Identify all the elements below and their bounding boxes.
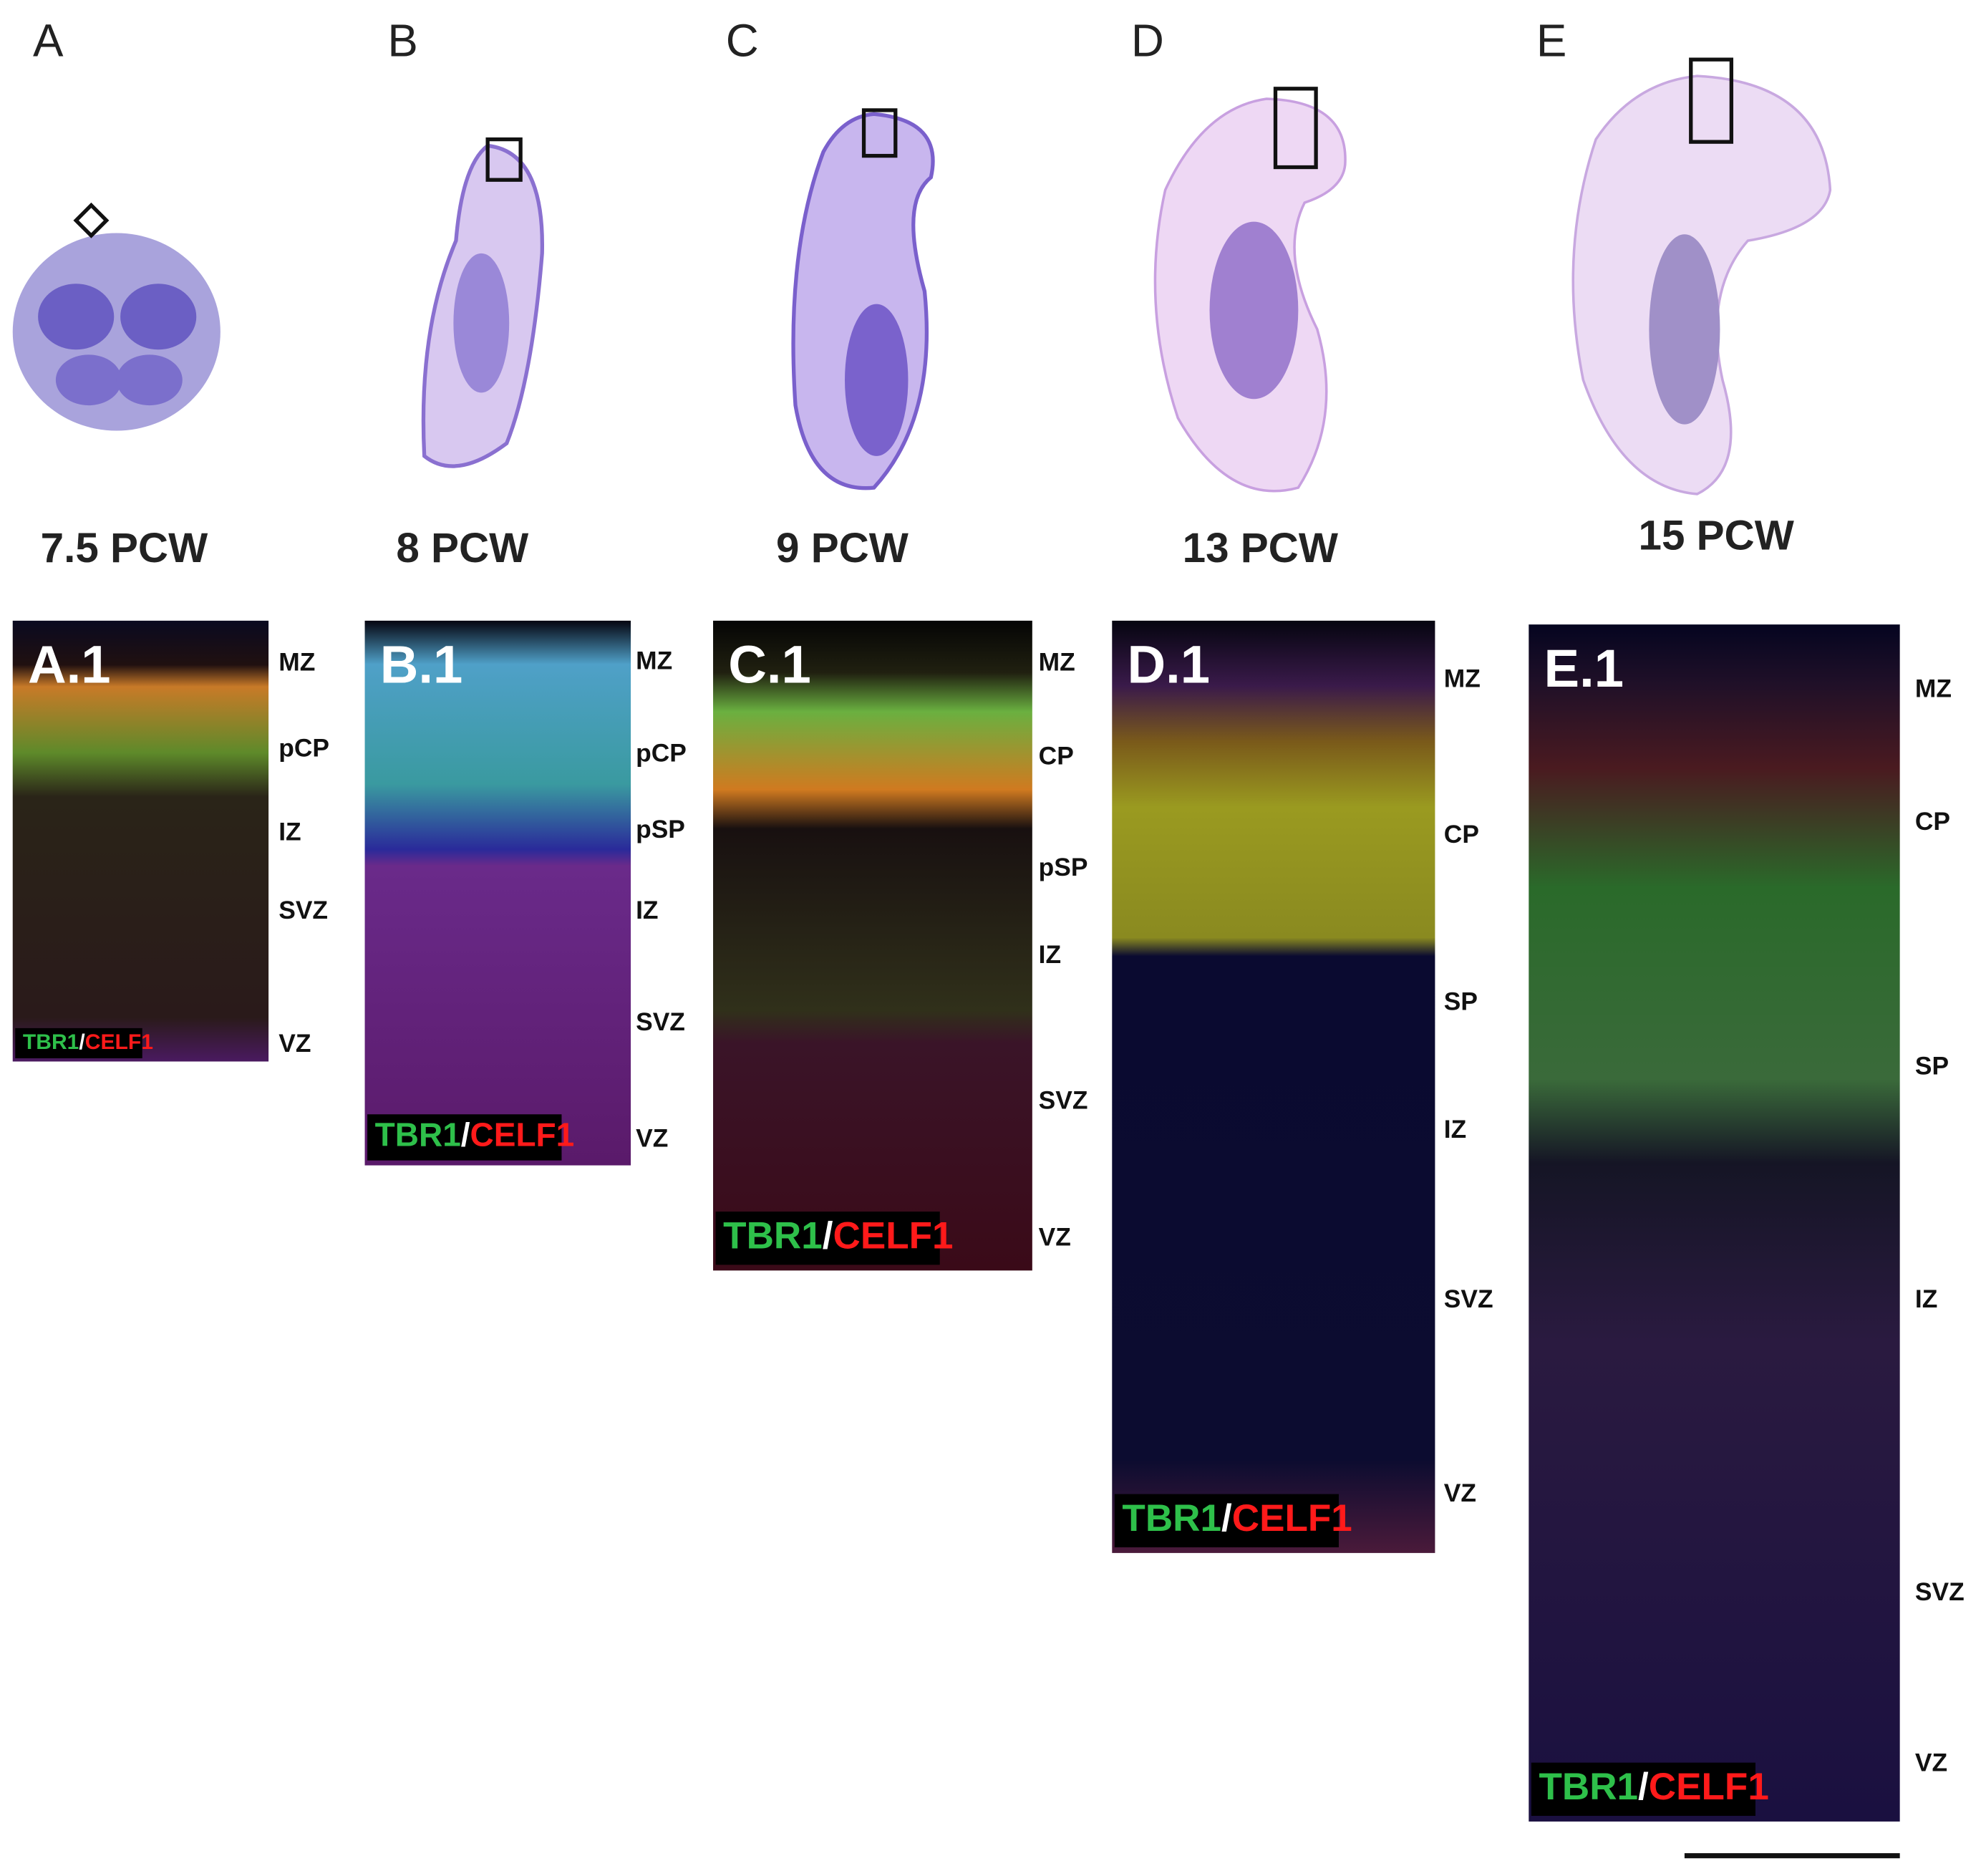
layer-label: pSP <box>636 816 685 843</box>
layer-label: CP <box>1915 808 1950 836</box>
micrograph <box>1529 624 1900 1822</box>
layer-label: VZ <box>278 1030 311 1058</box>
stain-legend-bg <box>367 1114 562 1161</box>
stain-name: TBR1 <box>1122 1497 1221 1539</box>
micrograph <box>364 620 631 1166</box>
micrograph <box>713 620 1032 1271</box>
stain-legend: TBR1/CELF1 <box>1539 1766 1768 1808</box>
stain-name: TBR1 <box>1539 1766 1638 1808</box>
stain-name: / <box>461 1116 470 1154</box>
age-label: 9 PCW <box>776 525 909 571</box>
stain-legend: TBR1/CELF1 <box>375 1116 575 1154</box>
brain-b <box>421 137 544 468</box>
brain-e <box>1571 57 1832 495</box>
age-label: 13 PCW <box>1183 525 1339 571</box>
stain-name: / <box>1221 1497 1232 1539</box>
panel-letter: C <box>726 16 759 67</box>
layer-label: VZ <box>1444 1479 1476 1507</box>
micrograph <box>1112 620 1435 1553</box>
brain-c <box>791 108 935 490</box>
stain-legend-bg <box>715 1212 940 1265</box>
layer-label: IZ <box>1039 941 1061 969</box>
panel: A 7.5 PCW A.1 MZ pCP IZ SVZ VZ TBR1/CELF1 <box>12 16 329 1062</box>
stain-name: TBR1 <box>375 1116 461 1154</box>
age-label: 7.5 PCW <box>41 525 208 571</box>
layer-label: SVZ <box>1915 1578 1965 1606</box>
layer-label: SVZ <box>636 1008 685 1036</box>
stain-name: CELF1 <box>85 1030 153 1054</box>
stain-name: TBR1 <box>23 1030 79 1054</box>
layer-label: SVZ <box>1039 1086 1088 1114</box>
layer-label: CP <box>1039 742 1074 770</box>
layer-label: VZ <box>1915 1749 1947 1777</box>
layer-label: pCP <box>278 735 329 763</box>
brain-a <box>12 202 221 431</box>
layer-label: SVZ <box>278 896 328 924</box>
stain-legend: TBR1/CELF1 <box>23 1030 153 1054</box>
brain-d <box>1153 87 1347 493</box>
layer-label: SVZ <box>1444 1285 1493 1313</box>
stain-name: CELF1 <box>833 1214 954 1257</box>
stain-legend-bg <box>1531 1762 1755 1816</box>
panel: C 9 PCW C.1 MZ CP pSP IZ SVZ VZ TBR1/CELF1 <box>713 16 1088 1271</box>
layer-label: pSP <box>1039 854 1088 881</box>
layer-label: MZ <box>1444 664 1481 692</box>
stain-legend: TBR1/CELF1 <box>723 1214 953 1257</box>
micrograph-label: D.1 <box>1128 635 1211 695</box>
layer-label: VZ <box>636 1125 668 1153</box>
stain-name: CELF1 <box>1649 1766 1769 1808</box>
micrograph-label: A.1 <box>28 635 111 695</box>
layer-label: VZ <box>1039 1223 1071 1251</box>
stain-legend-bg <box>1114 1494 1339 1547</box>
stain-name: CELF1 <box>470 1116 575 1154</box>
layer-label: MZ <box>636 647 672 675</box>
layer-label: MZ <box>1915 675 1952 702</box>
micrograph-label: C.1 <box>728 635 811 695</box>
panel-letter: D <box>1131 16 1164 67</box>
layer-label: IZ <box>636 896 658 924</box>
stain-name: TBR1 <box>723 1214 823 1257</box>
micrograph-label: E.1 <box>1544 639 1624 698</box>
layer-label: IZ <box>278 818 301 846</box>
panel-letter: A <box>33 16 64 67</box>
age-label: 8 PCW <box>396 525 529 571</box>
layer-label: MZ <box>1039 648 1075 676</box>
panel: B 8 PCW B.1 MZ pCP pSP IZ SVZ VZ TBR1/CELF1 <box>364 16 687 1166</box>
panel: D 13 PCW D.1 MZ CP SP IZ SVZ VZ TBR1/CELF1 <box>1112 16 1493 1553</box>
stain-name: / <box>79 1030 85 1054</box>
panel: E 15 PCW E.1 MZ CP SP IZ SVZ VZ TBR1/CELF1 <box>1529 16 1965 1822</box>
panel-letter: E <box>1536 16 1566 67</box>
stain-legend-bg <box>15 1028 142 1058</box>
layer-label: SP <box>1915 1053 1949 1080</box>
micrograph-label: B.1 <box>380 635 463 695</box>
stain-name: CELF1 <box>1232 1497 1352 1539</box>
layer-label: MZ <box>278 648 315 676</box>
panel-letter: B <box>387 16 417 67</box>
layer-label: CP <box>1444 821 1479 848</box>
stain-legend: TBR1/CELF1 <box>1122 1497 1352 1539</box>
micrograph <box>12 620 269 1062</box>
layer-label: IZ <box>1915 1285 1937 1313</box>
age-label: 15 PCW <box>1639 512 1795 559</box>
stain-name: / <box>823 1214 833 1257</box>
stain-name: / <box>1638 1766 1649 1808</box>
layer-label: IZ <box>1444 1116 1466 1144</box>
layer-label: SP <box>1444 987 1478 1015</box>
brain-sections <box>12 57 1832 495</box>
layer-label: pCP <box>636 740 687 768</box>
